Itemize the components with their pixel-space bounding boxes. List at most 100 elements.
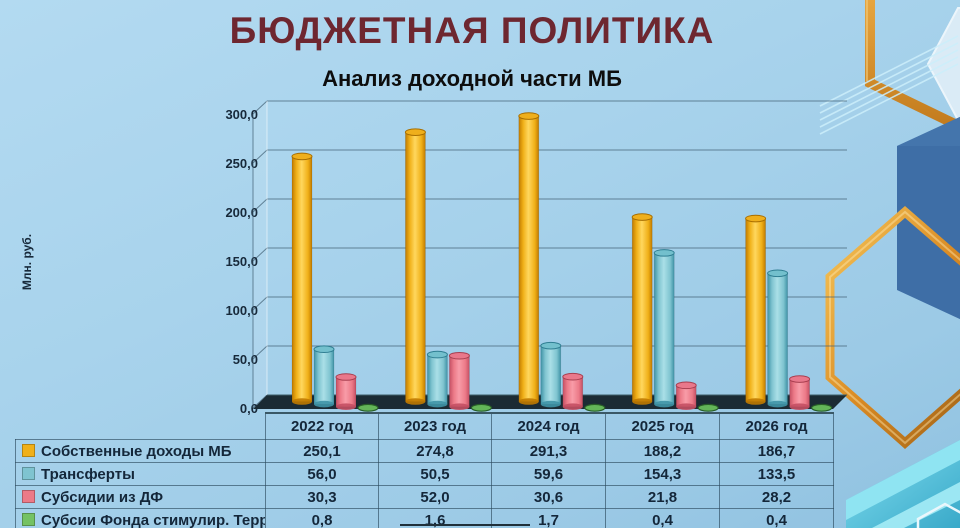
year-header: 2022 год [265,412,379,440]
table-cell: 291,3 [491,439,606,463]
bar-s0-2025-base [632,398,653,405]
legend-cell: Субсидии из ДФ [15,485,266,509]
bar-s2-2024-base [562,403,583,411]
year-header: 2024 год [491,412,606,440]
table-cell: 250,1 [265,439,379,463]
table-row: Собственные доходы МБ 250,1 274,8 291,3 188,… [15,439,834,463]
chart-data-table: 2022 год 2023 год 2024 год 2025 год 2026 год… [15,412,834,528]
table-cell: 133,5 [719,462,834,486]
bar-s0-2024-base [518,398,539,405]
legend-label: Собственные доходы МБ [41,442,232,460]
gold-hexagon-decoration [825,206,960,449]
bar-s1-2022 [313,348,335,405]
bar-s0-2024 [518,115,540,402]
bar-s3-2024-cap [584,403,606,412]
bar-s2-2022-cap [335,373,357,381]
chart-floor [253,395,847,409]
bar-s1-2024-base [540,400,561,408]
bar-s2-2022-base [336,403,356,411]
bar-s2-2026-base [789,403,810,411]
gridline-side [252,149,268,164]
bar-s2-2026-cap [789,375,811,383]
bar-s0-2026-base [745,398,766,405]
table-cell: 186,7 [719,439,834,463]
gridline-side [252,100,268,115]
legend-label: Субсидии из ДФ [41,488,164,506]
bar-s2-2022 [335,376,357,408]
table-cell: 0,8 [265,508,379,528]
y-tick-label: 300,0 [225,107,258,122]
table-cell: 1,6 [378,508,492,528]
bar-s0-2023-cap [404,128,426,136]
gridline-side [252,394,268,409]
bar-s1-2022-base [314,400,334,408]
chart-side-wall [253,101,267,408]
table-cell: 274,8 [378,439,492,463]
legend-swatch [22,489,35,503]
bar-s1-2023-cap [426,350,448,359]
y-tick-label: 150,0 [225,254,258,269]
table-cell: 21,8 [605,485,720,509]
bar-s0-2026-cap [745,214,767,223]
bar-s0-2022 [291,156,313,402]
white-hexagon-outline-decoration [916,502,960,528]
cyan-slab-stripe [872,482,960,528]
bar-s1-2025-base [654,400,675,408]
y-tick-label: 50,0 [233,352,258,367]
bar-s2-2023 [449,355,470,407]
y-tick-label: 200,0 [225,205,258,220]
slide-title: БЮДЖЕТНАЯ ПОЛИТИКА [229,10,715,51]
dark-hexagon-decoration [897,116,960,320]
year-header: 2026 год [719,412,834,440]
y-tick-label: 250,0 [225,156,258,171]
table-cell: 0,4 [719,508,834,528]
gridline-side [252,296,268,311]
legend-label: Субсии Фонда стимулир. Террит. [41,511,266,528]
bar-s2-2025 [675,385,697,407]
bar-s0-2023-base [405,398,426,405]
legend-swatch [22,443,35,457]
legend-swatch [22,512,35,526]
table-cell: 188,2 [605,439,720,463]
legend-cell: Субсии Фонда стимулир. Террит. [15,508,266,528]
bar-s2-2025-cap [675,381,697,390]
bar-s0-2026 [745,218,766,402]
bar-s2-2024 [562,376,584,408]
bar-s0-2024-cap [518,112,540,120]
bar-s0-2022-base [292,398,312,405]
bar-s2-2023-cap [448,351,470,360]
legend-cell: Трансферты [15,462,266,486]
bar-s0-2022-cap [291,152,313,161]
bar-s1-2022-cap [313,345,335,354]
bar-s2-2023-base [449,403,470,411]
legend-label: Трансферты [41,465,135,483]
bar-s2-2026 [789,378,810,407]
bar-s1-2025-cap [653,249,675,257]
bar-s1-2023 [427,354,448,405]
gridline-side [252,198,268,213]
dark-hexagon-top-face [897,116,960,146]
bar-s1-2024-cap [540,341,562,350]
table-row: Субсидии из ДФ 30,3 52,0 30,6 21,8 28,2 [15,485,834,509]
y-tick-label: 100,0 [225,303,258,318]
table-cell: 50,5 [378,462,492,486]
table-cell: 30,6 [491,485,606,509]
bar-s1-2023-base [427,400,448,408]
gridline-side [252,345,268,360]
gridline-side [252,247,268,262]
cyan-slab-decoration [846,440,960,528]
table-cell: 30,3 [265,485,379,509]
table-row: Трансферты 56,0 50,5 59,6 154,3 133,5 [15,462,834,486]
bar-s3-2025-cap [697,403,719,412]
bar-s1-2026-base [767,400,788,408]
table-cell: 1,7 [491,508,606,528]
bar-s2-2025-base [676,403,697,411]
bar-s0-2023 [405,131,426,402]
table-row: Субсии Фонда стимулир. Террит. 0,8 1,6 1,7 0… [15,508,834,528]
year-header: 2025 год [605,412,720,440]
bar-s1-2025 [653,252,675,405]
bar-s1-2024 [540,345,562,405]
legend-cell: Собственные доходы МБ [15,439,266,463]
gold-hexagon-highlight [829,210,960,445]
y-axis-title: Млн. руб. [20,233,34,291]
